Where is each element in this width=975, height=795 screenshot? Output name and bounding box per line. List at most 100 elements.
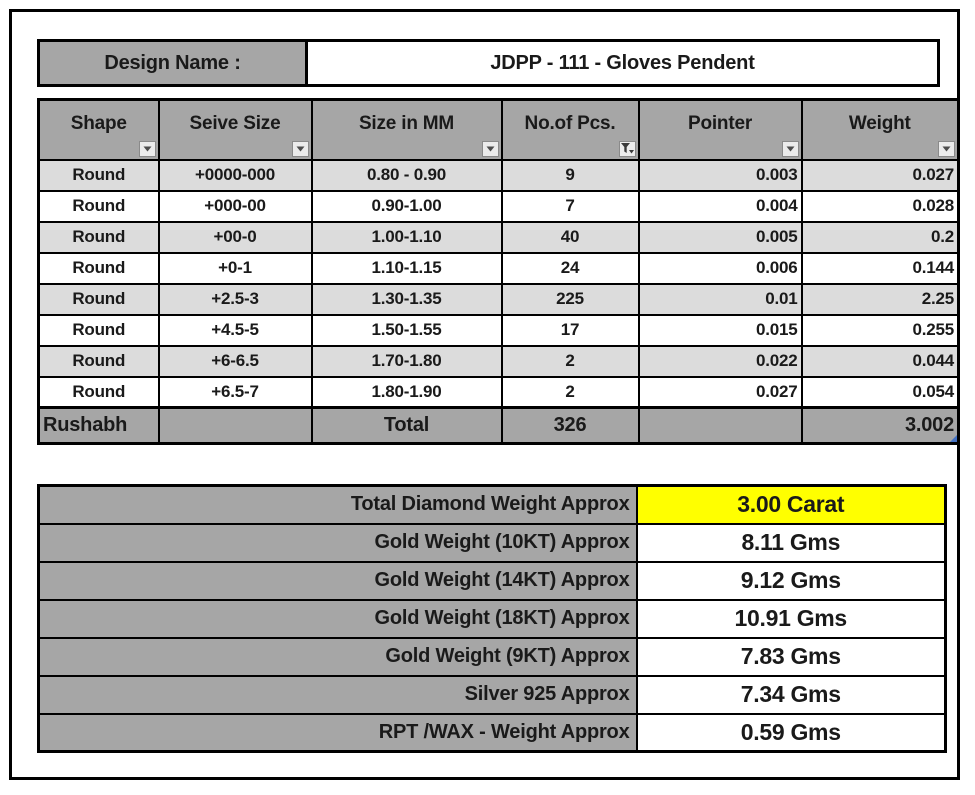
cell: 0.027 [800,158,960,192]
diamond-spec-table: Shape Seive Size Size in MM No.of Pcs. Point… [37,98,960,445]
cell: 2.25 [800,282,960,316]
summary-row-label: Silver 925 Approx [37,674,638,715]
cell: +0000-000 [157,158,313,192]
cell: Round [37,251,160,285]
weight-summary-table: Total Diamond Weight Approx 3.00 Carat Gol… [37,484,947,753]
cell: 9 [500,158,640,192]
cell: Round [37,220,160,254]
table-row: Round +6.5-7 1.80-1.90 2 0.027 0.054 [37,375,960,409]
cell: 0.015 [637,313,803,347]
cell: 40 [500,220,640,254]
summary-row-value: 8.11 Gms [635,522,947,563]
summary-row: Gold Weight (14KT) Approx 9.12 Gms [37,560,947,601]
summary-row-label: Total Diamond Weight Approx [37,484,638,525]
cell: 17 [500,313,640,347]
cell: +6-6.5 [157,344,313,378]
cell: +0-1 [157,251,313,285]
filter-dropdown-arrow[interactable] [781,140,799,157]
cell: 0.006 [637,251,803,285]
column-header-shape: Shape [37,98,160,161]
filter-dropdown-arrow[interactable] [291,140,309,157]
filter-dropdown-arrow[interactable] [938,140,955,157]
column-header-label: Seive Size [189,112,281,134]
column-header-label: Pointer [687,112,753,134]
cell: 7 [500,189,640,223]
cell: 0.028 [800,189,960,223]
cell: +000-00 [157,189,313,223]
summary-row-label: Gold Weight (18KT) Approx [37,598,638,639]
column-header-label: Weight [848,112,911,134]
summary-row: Gold Weight (9KT) Approx 7.83 Gms [37,636,947,677]
cell: 0.255 [800,313,960,347]
filter-dropdown-arrow[interactable] [481,140,499,157]
column-header-label: No.of Pcs. [524,112,616,134]
cell: +2.5-3 [157,282,313,316]
cell: 0.01 [637,282,803,316]
table-total-row: Rushabh Total 326 3.002 [37,406,960,445]
summary-row: Gold Weight (10KT) Approx 8.11 Gms [37,522,947,563]
cell: 1.10-1.15 [310,251,503,285]
cell: 0.003 [637,158,803,192]
cell: 225 [500,282,640,316]
cell: 0.144 [800,251,960,285]
summary-row-label: Gold Weight (14KT) Approx [37,560,638,601]
cell: 0.005 [637,220,803,254]
summary-row-value: 10.91 Gms [635,598,947,639]
total-cell: 326 [500,406,640,445]
cell: 0.90-1.00 [310,189,503,223]
cell: Round [37,375,160,409]
summary-row-value: 9.12 Gms [635,560,947,601]
table-row: Round +0-1 1.10-1.15 24 0.006 0.144 [37,251,960,285]
summary-row: Gold Weight (18KT) Approx 10.91 Gms [37,598,947,639]
summary-row-value: 0.59 Gms [635,712,947,753]
cell: 0.80 - 0.90 [310,158,503,192]
cell: 0.054 [800,375,960,409]
cell: 2 [500,344,640,378]
cell: 0.2 [800,220,960,254]
summary-row-value: 7.83 Gms [635,636,947,677]
table-row: Round +2.5-3 1.30-1.35 225 0.01 2.25 [37,282,960,316]
cell: +4.5-5 [157,313,313,347]
cell: Round [37,313,160,347]
page-border-frame: Design Name : JDPP - 111 - Gloves Penden… [9,9,960,780]
cell: 2 [500,375,640,409]
cell: 1.50-1.55 [310,313,503,347]
cell: 1.00-1.10 [310,220,503,254]
cell: Round [37,344,160,378]
cell: +00-0 [157,220,313,254]
total-row-signature: Rushabh [37,406,160,445]
column-header-weight: Weight [800,98,960,161]
diamond-table-body: Round +0000-000 0.80 - 0.90 9 0.003 0.027 Roun… [37,158,960,445]
summary-row-label: Gold Weight (10KT) Approx [37,522,638,563]
total-cell [637,406,803,445]
cell: 24 [500,251,640,285]
column-header-pointer: Pointer [637,98,803,161]
column-header-no-of-pcs: No.of Pcs. [500,98,640,161]
design-name-value: JDPP - 111 - Gloves Pendent [308,42,937,84]
weight-summary-body: Total Diamond Weight Approx 3.00 Carat Gol… [37,484,947,753]
column-header-seive-size: Seive Size [157,98,313,161]
design-name-bar: Design Name : JDPP - 111 - Gloves Penden… [37,39,940,87]
table-row: Round +000-00 0.90-1.00 7 0.004 0.028 [37,189,960,223]
column-header-label: Shape [70,112,127,134]
filter-funnel-active[interactable] [618,140,636,157]
total-weight-value: 3.002 [800,406,960,445]
cell: Round [37,189,160,223]
filter-dropdown-arrow[interactable] [138,140,156,157]
cell: Round [37,282,160,316]
cell: 1.70-1.80 [310,344,503,378]
cell: +6.5-7 [157,375,313,409]
table-row: Round +00-0 1.00-1.10 40 0.005 0.2 [37,220,960,254]
summary-row-value: 7.34 Gms [635,674,947,715]
summary-row-label: RPT /WAX - Weight Approx [37,712,638,753]
column-header-label: Size in MM [358,112,455,134]
column-header-size-in-mm: Size in MM [310,98,503,161]
table-row: Round +4.5-5 1.50-1.55 17 0.015 0.255 [37,313,960,347]
cell: 1.80-1.90 [310,375,503,409]
cell: 0.044 [800,344,960,378]
summary-row: Silver 925 Approx 7.34 Gms [37,674,947,715]
cell: 0.022 [637,344,803,378]
summary-row-label: Gold Weight (9KT) Approx [37,636,638,677]
cell: Round [37,158,160,192]
cell: 0.004 [637,189,803,223]
